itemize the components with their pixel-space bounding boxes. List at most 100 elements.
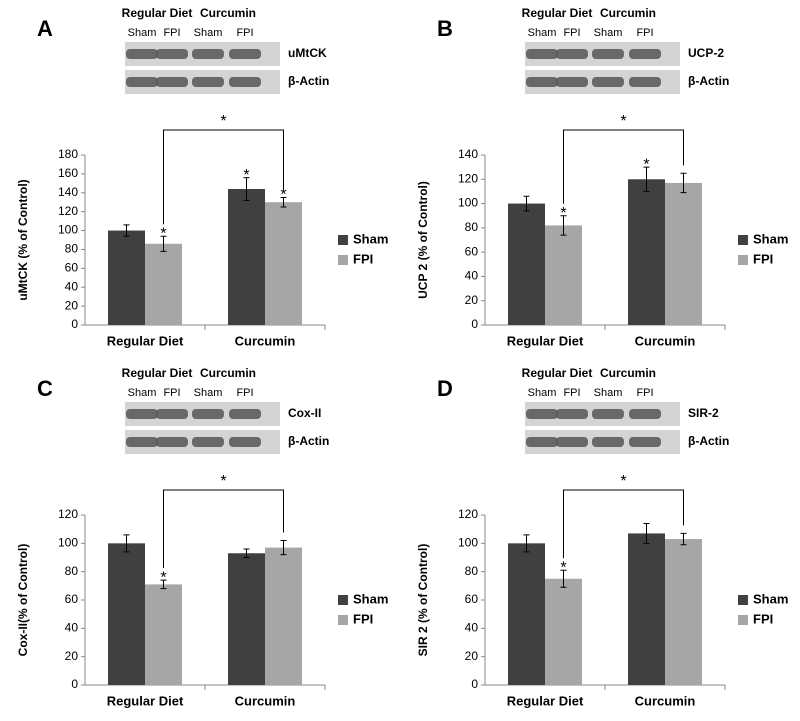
y-axis-label: uMtCK (% of Control) — [16, 179, 30, 300]
y-tick-label: 60 — [465, 244, 479, 258]
lane-label: Sham — [528, 27, 557, 39]
panel-label: C — [37, 376, 53, 401]
bracket — [563, 489, 684, 559]
blot-band — [156, 77, 188, 87]
legend-label: FPI — [353, 611, 373, 626]
bar — [665, 539, 702, 685]
lane-label: FPI — [636, 387, 653, 399]
x-tick-label: Regular Diet — [507, 333, 584, 348]
blot-band — [556, 409, 588, 419]
blot-band — [592, 49, 624, 59]
lane-label: Sham — [194, 387, 223, 399]
y-tick-label: 100 — [458, 536, 478, 550]
blot-group-label: Curcumin — [200, 366, 256, 380]
error-bar — [680, 532, 687, 546]
lane-label: FPI — [636, 27, 653, 39]
y-tick-label: 40 — [465, 621, 479, 635]
legend-label: Sham — [753, 591, 788, 606]
blot-band — [592, 409, 624, 419]
error-bar — [523, 534, 530, 553]
legend-label: Sham — [753, 231, 788, 246]
y-tick-label: 120 — [58, 204, 78, 218]
bar — [665, 182, 702, 325]
blot-band — [192, 77, 224, 87]
x-tick-label: Regular Diet — [107, 333, 184, 348]
bar — [145, 584, 182, 685]
band-label: β-Actin — [288, 74, 329, 88]
panel: C Regular Diet Curcumin Sham FPI Sham FPI Cox-I… — [16, 366, 388, 708]
y-tick-label: 60 — [465, 592, 479, 606]
bar — [265, 547, 302, 685]
panel-label: A — [37, 16, 53, 41]
x-tick-label: Curcumin — [235, 693, 296, 708]
blot-band — [192, 49, 224, 59]
blot-band — [526, 409, 558, 419]
error-bar — [123, 224, 130, 237]
y-axis-label: Cox-II(% of Control) — [16, 544, 30, 657]
y-tick-label: 0 — [71, 317, 78, 331]
error-bar — [280, 197, 287, 208]
lane-label: Sham — [594, 27, 623, 39]
lane-label: Sham — [594, 387, 623, 399]
lane-label: Sham — [528, 387, 557, 399]
blot-band — [156, 437, 188, 447]
blot-band — [526, 77, 558, 87]
blot-group-label: Regular Diet — [122, 6, 193, 20]
bar — [545, 225, 582, 325]
y-axis-label: SIR 2 (% of Control) — [416, 544, 430, 657]
blot-band — [629, 409, 661, 419]
lane-label: FPI — [563, 387, 580, 399]
panel: A Regular Diet Curcumin Sham FPI Sham FPI uMtCK… — [16, 6, 388, 348]
blot-band — [229, 77, 261, 87]
blot-band — [629, 77, 661, 87]
band-label: Cox-II — [288, 406, 321, 420]
blot-band — [126, 437, 158, 447]
bar — [628, 533, 665, 685]
blot-band — [156, 409, 188, 419]
y-tick-label: 80 — [465, 220, 479, 234]
y-tick-label: 0 — [471, 677, 478, 691]
blot-band — [156, 49, 188, 59]
significance-mark: * — [160, 225, 166, 242]
bar — [228, 553, 265, 685]
error-bar — [123, 534, 130, 553]
y-tick-label: 160 — [58, 166, 78, 180]
blot-band — [126, 409, 158, 419]
legend-swatch — [738, 595, 748, 605]
y-tick-label: 60 — [65, 592, 79, 606]
legend-swatch — [738, 615, 748, 625]
significance-mark: * — [280, 187, 286, 204]
panel: D Regular Diet Curcumin Sham FPI Sham FPI SIR-2… — [416, 366, 788, 708]
bracket — [163, 489, 284, 569]
bar — [508, 203, 545, 325]
significance-mark: * — [643, 156, 649, 173]
blot-band — [192, 409, 224, 419]
legend-label: FPI — [353, 251, 373, 266]
bar — [145, 243, 182, 325]
blot-group-label: Curcumin — [200, 6, 256, 20]
blot-group-label: Regular Diet — [122, 366, 193, 380]
legend-swatch — [338, 615, 348, 625]
blot-band — [229, 437, 261, 447]
error-bar — [560, 215, 567, 236]
band-label: β-Actin — [688, 74, 729, 88]
blot-band — [629, 437, 661, 447]
band-label: β-Actin — [288, 434, 329, 448]
bracket — [563, 129, 684, 204]
y-tick-label: 20 — [465, 293, 479, 307]
bar — [265, 202, 302, 325]
lane-label: FPI — [236, 387, 253, 399]
bracket-label: * — [620, 473, 626, 490]
error-bar — [280, 540, 287, 556]
significance-mark: * — [243, 167, 249, 184]
x-tick-label: Curcumin — [635, 333, 696, 348]
legend-swatch — [338, 235, 348, 245]
y-tick-label: 40 — [65, 621, 79, 635]
error-bar — [523, 195, 530, 212]
panel: B Regular Diet Curcumin Sham FPI Sham FPI UCP-2… — [416, 6, 788, 348]
y-tick-label: 80 — [465, 564, 479, 578]
blot-band — [126, 49, 158, 59]
error-bar — [680, 172, 687, 194]
blot-group-label: Curcumin — [600, 366, 656, 380]
